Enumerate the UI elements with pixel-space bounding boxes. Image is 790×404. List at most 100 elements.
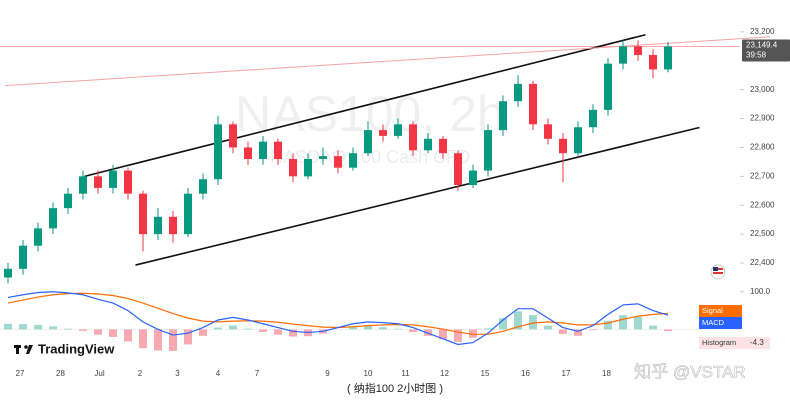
histogram-bar bbox=[124, 329, 132, 342]
candle-body bbox=[379, 130, 387, 136]
histogram-bar bbox=[469, 329, 477, 338]
histogram-bar bbox=[439, 329, 447, 340]
x-tick-label: 9 bbox=[325, 369, 330, 378]
candle-body bbox=[304, 159, 312, 177]
signal-line bbox=[7, 292, 669, 335]
candle-body bbox=[244, 147, 252, 160]
histogram-bar bbox=[634, 316, 642, 330]
candle-body bbox=[484, 130, 492, 171]
candle-body bbox=[64, 193, 72, 209]
histogram-bar bbox=[169, 329, 177, 351]
candle-body bbox=[34, 228, 42, 246]
histogram-bar bbox=[649, 325, 657, 330]
macd-tick-label: 100.0 bbox=[750, 287, 771, 296]
trendline bbox=[84, 33, 646, 178]
histogram-bar bbox=[364, 325, 372, 330]
candle-body bbox=[169, 216, 177, 235]
candle-body bbox=[79, 176, 87, 194]
macd-name: MACD bbox=[702, 318, 725, 327]
candle-body bbox=[4, 268, 12, 278]
x-tick-label: 28 bbox=[56, 369, 65, 378]
candle-body bbox=[289, 159, 297, 177]
flag-icon bbox=[710, 264, 726, 280]
candle-body bbox=[574, 127, 582, 154]
histogram-bar bbox=[484, 328, 492, 330]
candle-body bbox=[319, 156, 327, 160]
logo: TradingView bbox=[38, 341, 115, 356]
candle-body bbox=[469, 170, 477, 186]
candle-body bbox=[634, 46, 642, 55]
x-tick-label: 16 bbox=[521, 369, 530, 378]
histogram-bar bbox=[409, 329, 417, 333]
y-tick-label: 22,900 bbox=[750, 114, 775, 123]
histogram-bar bbox=[19, 324, 27, 330]
y-tick-label: 22,400 bbox=[750, 258, 775, 267]
candle-body bbox=[229, 124, 237, 148]
candle-body bbox=[349, 153, 357, 168]
price-label-bg bbox=[742, 39, 790, 62]
histogram-bar bbox=[394, 328, 402, 330]
y-tick-label: 22,700 bbox=[750, 171, 775, 180]
histogram-bar bbox=[349, 326, 357, 330]
histogram-bar bbox=[544, 325, 552, 330]
x-tick-label: 15 bbox=[481, 369, 490, 378]
histogram-bar bbox=[559, 329, 567, 334]
x-tick-label: 12 bbox=[440, 369, 449, 378]
histogram-bar bbox=[454, 329, 462, 342]
histogram-value: -4.3 bbox=[750, 338, 764, 347]
candle-body bbox=[94, 176, 102, 188]
histogram-bar bbox=[244, 328, 252, 330]
candle-body bbox=[19, 245, 27, 269]
watermark-subtitle: NASDAQ 100 Cash CFD bbox=[270, 147, 470, 167]
candle-body bbox=[394, 124, 402, 136]
x-tick-label: 3 bbox=[175, 369, 180, 378]
candle-body bbox=[124, 170, 132, 194]
histogram-bar bbox=[94, 329, 102, 335]
candle-body bbox=[529, 83, 537, 125]
signal-label-bg bbox=[699, 305, 742, 317]
histogram-label-bg bbox=[699, 337, 770, 349]
candle-body bbox=[664, 46, 672, 70]
histogram-bar bbox=[499, 318, 507, 330]
candle-body bbox=[199, 179, 207, 194]
candle-body bbox=[514, 83, 522, 102]
histogram-bar bbox=[259, 329, 267, 333]
x-tick-label: 7 bbox=[255, 369, 260, 378]
histogram-bar bbox=[664, 329, 672, 332]
trendline bbox=[135, 126, 700, 266]
candle-body bbox=[604, 63, 612, 110]
x-tick-label: 2 bbox=[138, 369, 143, 378]
candle-body bbox=[544, 124, 552, 139]
candle-body bbox=[454, 153, 462, 186]
candle-body bbox=[439, 138, 447, 154]
histogram-bar bbox=[64, 328, 72, 330]
candle-body bbox=[259, 141, 267, 160]
histogram-bar bbox=[109, 329, 117, 337]
logo-icon bbox=[14, 345, 33, 354]
candle-body bbox=[214, 124, 222, 180]
countdown: 39:58 bbox=[746, 51, 767, 60]
histogram-bar bbox=[214, 327, 222, 330]
trendline bbox=[4, 36, 771, 87]
credit: 知乎 @VSTAR bbox=[634, 362, 745, 381]
histogram-bar bbox=[49, 326, 57, 330]
candle-body bbox=[409, 124, 417, 151]
histogram-bar bbox=[154, 329, 162, 351]
candle-body bbox=[49, 208, 57, 229]
histogram-bar bbox=[4, 323, 12, 330]
x-tick-label: 18 bbox=[602, 369, 611, 378]
histogram-bar bbox=[139, 329, 147, 349]
histogram-bar bbox=[529, 315, 537, 330]
y-tick-label: 22,500 bbox=[750, 229, 775, 238]
x-tick-label: 4 bbox=[216, 369, 221, 378]
histogram-bar bbox=[514, 311, 522, 330]
candle-body bbox=[619, 46, 627, 64]
candle-body bbox=[559, 138, 567, 154]
candle-body bbox=[184, 193, 192, 235]
x-tick-label: Jul bbox=[94, 369, 104, 378]
caption: ( 纳指100 2小时图 ) bbox=[347, 381, 443, 395]
histogram-bar bbox=[289, 329, 297, 337]
y-tick-label: 22,800 bbox=[750, 143, 775, 152]
histogram-bar bbox=[229, 325, 237, 330]
